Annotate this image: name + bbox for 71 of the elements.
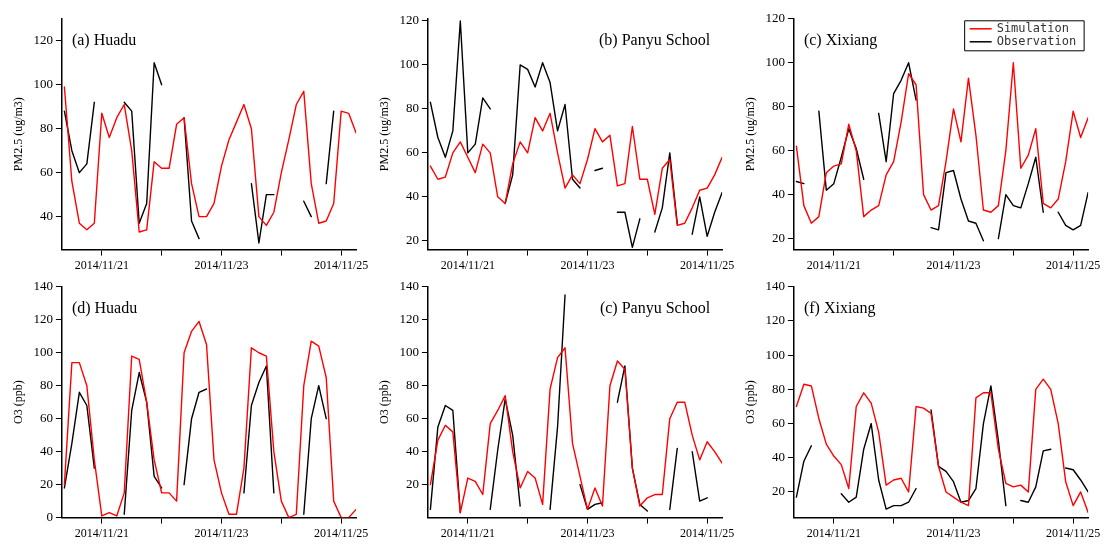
y-tick-label: 20: [771, 483, 785, 499]
legend-label: Observation: [996, 33, 1077, 48]
y-tick-label: 120: [765, 10, 785, 26]
y-tick-label: 20: [405, 232, 419, 248]
y-tick-label: 100: [33, 76, 53, 92]
y-tick-label: 140: [33, 278, 53, 294]
y-tick-label: 80: [771, 380, 785, 396]
x-tick-label: 2014/11/21: [74, 257, 129, 272]
x-tick-label: 2014/11/21: [806, 257, 861, 272]
y-tick-label: 80: [405, 100, 419, 116]
y-tick-label: 60: [405, 144, 419, 160]
y-tick-label: 80: [405, 377, 419, 393]
y-tick-label: 0: [46, 509, 53, 525]
x-tick-label: 2014/11/23: [194, 257, 249, 272]
x-tick-label: 2014/11/23: [926, 525, 981, 540]
y-tick-label: 100: [399, 344, 419, 360]
x-tick-label: 2014/11/23: [560, 525, 615, 540]
y-tick-label: 40: [405, 188, 419, 204]
y-tick-label: 40: [771, 186, 785, 202]
x-tick-label: 2014/11/25: [680, 525, 735, 540]
y-tick-label: 80: [39, 120, 53, 136]
y-tick-label: 20: [405, 476, 419, 492]
y-tick-label: 40: [39, 443, 53, 459]
y-tick-label: 120: [399, 311, 419, 327]
text: (a) Huadu: [71, 31, 137, 49]
y-axis-title: PM2.5 (ug/m3): [743, 97, 758, 172]
y-axis-title: O3 (ppb): [11, 380, 26, 425]
y-tick-label: 140: [399, 278, 419, 294]
y-tick-label: 60: [39, 410, 53, 426]
x-tick-label: 2014/11/23: [560, 257, 615, 272]
x-tick-label: 2014/11/25: [1046, 257, 1101, 272]
x-tick-label: 2014/11/25: [680, 257, 735, 272]
y-tick-label: 120: [33, 311, 53, 327]
y-axis-title: PM2.5 (ug/m3): [11, 97, 26, 172]
text: (c) Xixiang: [803, 31, 878, 49]
x-tick-label: 2014/11/21: [74, 525, 129, 540]
y-axis-title: O3 (ppb): [743, 380, 758, 425]
y-tick-label: 60: [771, 414, 785, 430]
y-tick-label: 80: [39, 377, 53, 393]
y-axis-title: PM2.5 (ug/m3): [377, 97, 392, 172]
y-tick-label: 120: [765, 312, 785, 328]
text: (d) Huadu: [71, 299, 138, 317]
y-tick-label: 120: [399, 12, 419, 28]
x-tick-label: 2014/11/25: [314, 525, 369, 540]
y-tick-label: 40: [771, 449, 785, 465]
x-tick-label: 2014/11/21: [806, 525, 861, 540]
y-tick-label: 80: [771, 98, 785, 114]
x-tick-label: 2014/11/25: [314, 257, 369, 272]
y-tick-label: 100: [399, 56, 419, 72]
y-tick-label: 100: [765, 346, 785, 362]
text: (c) Panyu School: [599, 299, 711, 317]
y-tick-label: 40: [405, 443, 419, 459]
y-tick-label: 60: [39, 164, 53, 180]
y-tick-label: 100: [33, 344, 53, 360]
x-tick-label: 2014/11/21: [440, 525, 495, 540]
x-tick-label: 2014/11/21: [440, 257, 495, 272]
y-tick-label: 100: [765, 54, 785, 70]
y-tick-label: 60: [405, 410, 419, 426]
x-tick-label: 2014/11/25: [1046, 525, 1101, 540]
y-tick-label: 20: [39, 476, 53, 492]
y-tick-label: 20: [771, 230, 785, 246]
legend-label: Simulation: [996, 20, 1069, 35]
x-tick-label: 2014/11/23: [926, 257, 981, 272]
x-tick-label: 2014/11/23: [194, 525, 249, 540]
y-tick-label: 120: [33, 32, 53, 48]
text: (f) Xixiang: [803, 299, 876, 317]
y-tick-label: 140: [765, 278, 785, 294]
y-tick-label: 60: [771, 142, 785, 158]
text: (b) Panyu School: [599, 31, 711, 49]
y-tick-label: 40: [39, 208, 53, 224]
y-axis-title: O3 (ppb): [377, 380, 392, 425]
